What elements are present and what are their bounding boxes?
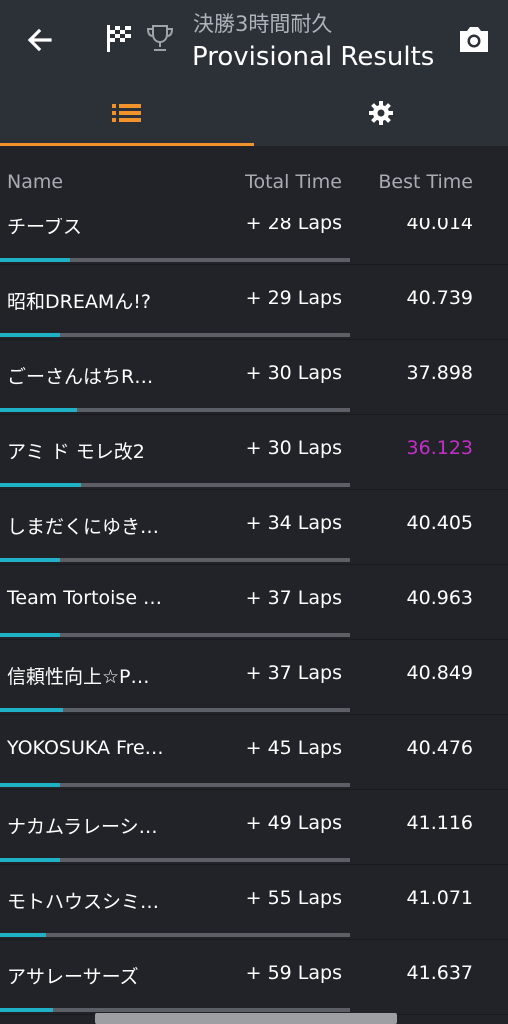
- horizontal-scrollbar[interactable]: [95, 1013, 397, 1024]
- best-time: 40.405: [406, 512, 473, 534]
- active-tab-indicator: [0, 143, 254, 146]
- progress-fill: [0, 258, 70, 262]
- column-best-time[interactable]: Best Time: [378, 171, 473, 193]
- table-row[interactable]: 信頼性向上☆P… + 37 Laps 40.849: [0, 640, 508, 715]
- list-icon: [112, 104, 141, 122]
- team-name: ナカムラレーシ…: [7, 816, 158, 838]
- team-name: YOKOSUKA Fre…: [7, 737, 164, 759]
- team-name: 信頼性向上☆P…: [7, 666, 150, 688]
- team-name: しまだくにゆき…: [7, 516, 160, 538]
- best-time: 40.476: [406, 737, 473, 759]
- best-time: 40.739: [406, 287, 473, 309]
- progress-track: [0, 933, 350, 937]
- progress-fill: [0, 633, 60, 637]
- total-time: + 55 Laps: [245, 887, 342, 909]
- table-row[interactable]: チーブス + 28 Laps 40.014: [0, 218, 508, 265]
- best-time: 41.071: [406, 887, 473, 909]
- progress-track: [0, 708, 350, 712]
- progress-fill: [0, 858, 60, 862]
- total-time: + 34 Laps: [245, 512, 342, 534]
- progress-track: [0, 1008, 350, 1012]
- trophy-icon[interactable]: [144, 22, 176, 54]
- table-row[interactable]: モトハウスシミ… + 55 Laps 41.071: [0, 865, 508, 940]
- gear-icon: [369, 101, 393, 125]
- checkered-flag-icon: [104, 22, 134, 54]
- progress-track: [0, 858, 350, 862]
- camera-button[interactable]: [456, 22, 492, 56]
- total-time: + 49 Laps: [245, 812, 342, 834]
- back-button[interactable]: [22, 22, 58, 58]
- best-time: 37.898: [406, 362, 473, 384]
- tab-results-list[interactable]: [0, 92, 254, 144]
- back-arrow-icon: [27, 28, 52, 52]
- total-time: + 28 Laps: [245, 218, 342, 234]
- team-name: ごーさんはちR…: [7, 366, 154, 388]
- best-time: 40.014: [406, 218, 473, 234]
- table-row[interactable]: 昭和DREAMん!? + 29 Laps 40.739: [0, 265, 508, 340]
- total-time: + 45 Laps: [245, 737, 342, 759]
- table-row[interactable]: ナカムラレーシ… + 49 Laps 41.116: [0, 790, 508, 865]
- table-row[interactable]: アミ ド モレ改2 + 30 Laps 36.123: [0, 415, 508, 490]
- total-time: + 30 Laps: [245, 362, 342, 384]
- team-name: チーブス: [7, 218, 82, 238]
- progress-track: [0, 483, 350, 487]
- team-name: モトハウスシミ…: [7, 891, 160, 913]
- team-name: アサレーサーズ: [7, 966, 139, 988]
- team-name: Team Tortoise …: [7, 587, 163, 609]
- progress-fill: [0, 558, 60, 562]
- tab-settings[interactable]: [254, 92, 508, 144]
- progress-fill: [0, 483, 81, 487]
- best-time: 40.963: [406, 587, 473, 609]
- progress-track: [0, 258, 350, 262]
- progress-track: [0, 408, 350, 412]
- column-header: Name Total Time Best Time: [0, 146, 508, 218]
- best-time: 41.637: [406, 962, 473, 984]
- team-name: アミ ド モレ改2: [7, 441, 145, 463]
- table-row[interactable]: アサレーサーズ + 59 Laps 41.637: [0, 940, 508, 1015]
- total-time: + 37 Laps: [245, 662, 342, 684]
- results-list[interactable]: チーブス + 28 Laps 40.014 昭和DREAMん!? + 29 La…: [0, 218, 508, 1024]
- best-time: 36.123: [406, 437, 473, 459]
- total-time: + 29 Laps: [245, 287, 342, 309]
- column-total-time[interactable]: Total Time: [245, 171, 342, 193]
- progress-fill: [0, 708, 63, 712]
- team-name: 昭和DREAMん!?: [7, 291, 151, 313]
- table-row[interactable]: Team Tortoise … + 37 Laps 40.963: [0, 565, 508, 640]
- progress-fill: [0, 408, 77, 412]
- best-time: 40.849: [406, 662, 473, 684]
- column-name[interactable]: Name: [7, 171, 64, 193]
- progress-track: [0, 558, 350, 562]
- progress-fill: [0, 783, 60, 787]
- total-time: + 37 Laps: [245, 587, 342, 609]
- progress-fill: [0, 933, 46, 937]
- camera-icon: [460, 27, 488, 52]
- progress-track: [0, 333, 350, 337]
- total-time: + 30 Laps: [245, 437, 342, 459]
- race-subtitle: 決勝3時間耐久: [193, 12, 333, 36]
- page-title: Provisional Results: [192, 42, 435, 72]
- progress-track: [0, 783, 350, 787]
- app-bar: 決勝3時間耐久 Provisional Results: [0, 0, 508, 146]
- table-row[interactable]: YOKOSUKA Fre… + 45 Laps 40.476: [0, 715, 508, 790]
- table-row[interactable]: ごーさんはちR… + 30 Laps 37.898: [0, 340, 508, 415]
- progress-fill: [0, 1008, 53, 1012]
- table-row[interactable]: しまだくにゆき… + 34 Laps 40.405: [0, 490, 508, 565]
- progress-fill: [0, 333, 60, 337]
- total-time: + 59 Laps: [245, 962, 342, 984]
- progress-track: [0, 633, 350, 637]
- best-time: 41.116: [406, 812, 473, 834]
